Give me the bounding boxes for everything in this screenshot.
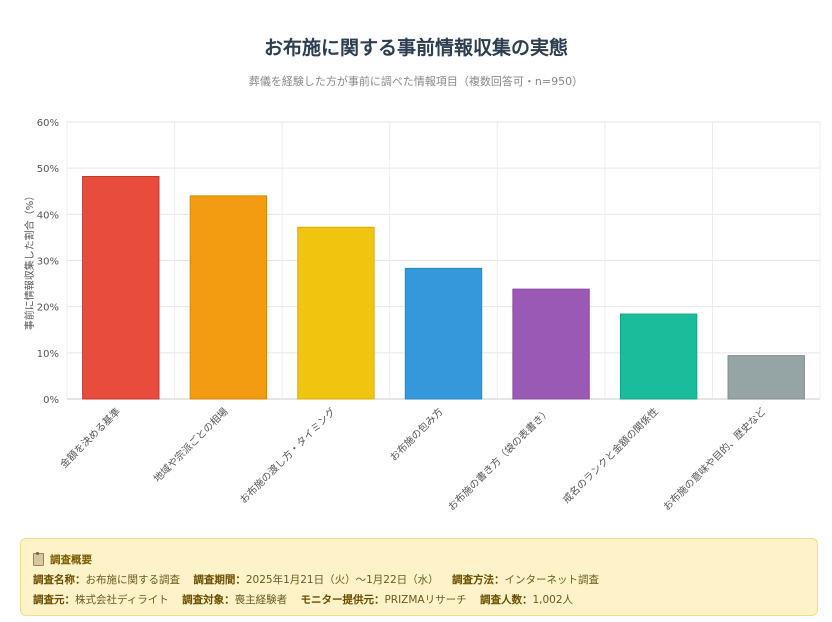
y-tick-label: 0%	[43, 395, 59, 406]
y-tick-label: 10%	[37, 349, 59, 360]
clipboard-icon	[33, 552, 44, 566]
y-tick-label: 20%	[37, 303, 59, 314]
y-axis-title: 事前に情報収集した割合（%）	[23, 191, 36, 331]
bar	[297, 226, 375, 400]
survey-source-value: 株式会社ディライト	[75, 594, 169, 606]
chart-title: お布施に関する事前情報収集の実態	[263, 37, 568, 59]
survey-method-label: 調査方法：	[452, 574, 505, 586]
survey-period-value: 2025年1月21日（火）〜1月22日（水）	[245, 574, 439, 586]
survey-count-value: 1,002人	[532, 594, 574, 606]
survey-target-value: 喪主経験者	[234, 594, 288, 606]
bar	[404, 267, 483, 400]
y-tick-label: 60%	[37, 118, 59, 129]
bar	[82, 175, 160, 400]
x-tick-label: お布施の書き方（袋の表書き）	[445, 405, 553, 513]
y-tick-label: 30%	[37, 257, 59, 268]
chart-subtitle: 葬儀を経験した方が事前に調べた情報項目（複数回答可・n=950）	[248, 75, 584, 88]
bar	[512, 288, 590, 400]
bar-chart: 0%10%20%30%40%50%60%金額を決める基準 地域や宗派ごとの相場 お布…	[23, 118, 821, 513]
x-tick-label: 戒名のランクと金額の関係性	[560, 405, 661, 506]
y-tick-label: 50%	[37, 164, 59, 175]
x-tick-label: お布施の渡し方・タイミング	[237, 405, 338, 506]
x-tick-label: 金額を決める基準	[57, 405, 123, 471]
survey-period-label: 調査期間：	[193, 574, 246, 586]
bar	[619, 313, 698, 400]
summary-heading: 調査概要	[33, 552, 805, 567]
x-tick-label: お布施の包み方	[387, 405, 446, 464]
survey-name-value: お布施に関する調査	[85, 574, 181, 586]
x-tick-label: 地域や宗派ごとの相場	[151, 405, 231, 485]
survey-target-label: 調査対象：	[182, 594, 235, 606]
y-tick-label: 40%	[37, 210, 59, 221]
survey-monitor-label: モニター提供元：	[300, 594, 385, 606]
survey-method-value: インターネット調査	[504, 574, 600, 586]
summary-line-2: 調査元：株式会社ディライト 調査対象：喪主経験者 モニター提供元：PRIZMAリ…	[33, 592, 805, 607]
survey-count-label: 調査人数：	[479, 594, 533, 606]
bar	[189, 195, 268, 400]
summary-line-1: 調査名称：お布施に関する調査 調査期間：2025年1月21日（火）〜1月22日（…	[33, 572, 805, 587]
bar	[727, 355, 805, 400]
survey-summary-box: 調査概要 調査名称：お布施に関する調査 調査期間：2025年1月21日（火）〜1…	[20, 538, 818, 616]
survey-source-label: 調査元：	[33, 594, 75, 606]
x-tick-label: お布施の意味や目的、歴史など	[660, 405, 768, 513]
survey-name-label: 調査名称：	[33, 574, 86, 586]
survey-monitor-value: PRIZMAリサーチ	[384, 594, 467, 606]
summary-heading-text: 調査概要	[50, 554, 92, 566]
